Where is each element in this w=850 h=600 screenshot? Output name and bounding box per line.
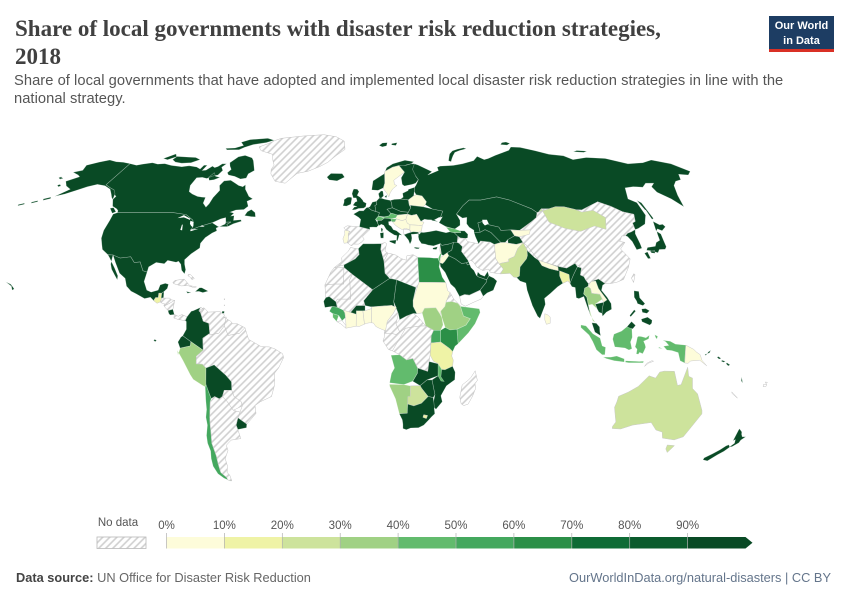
svg-text:20%: 20% <box>271 520 294 532</box>
svg-text:70%: 70% <box>560 520 583 532</box>
svg-text:60%: 60% <box>502 520 525 532</box>
svg-text:30%: 30% <box>329 520 352 532</box>
svg-text:80%: 80% <box>618 520 641 532</box>
svg-text:10%: 10% <box>213 520 236 532</box>
svg-text:40%: 40% <box>387 520 410 532</box>
svg-text:90%: 90% <box>676 520 699 532</box>
svg-text:0%: 0% <box>158 520 175 532</box>
svg-text:50%: 50% <box>444 520 467 532</box>
